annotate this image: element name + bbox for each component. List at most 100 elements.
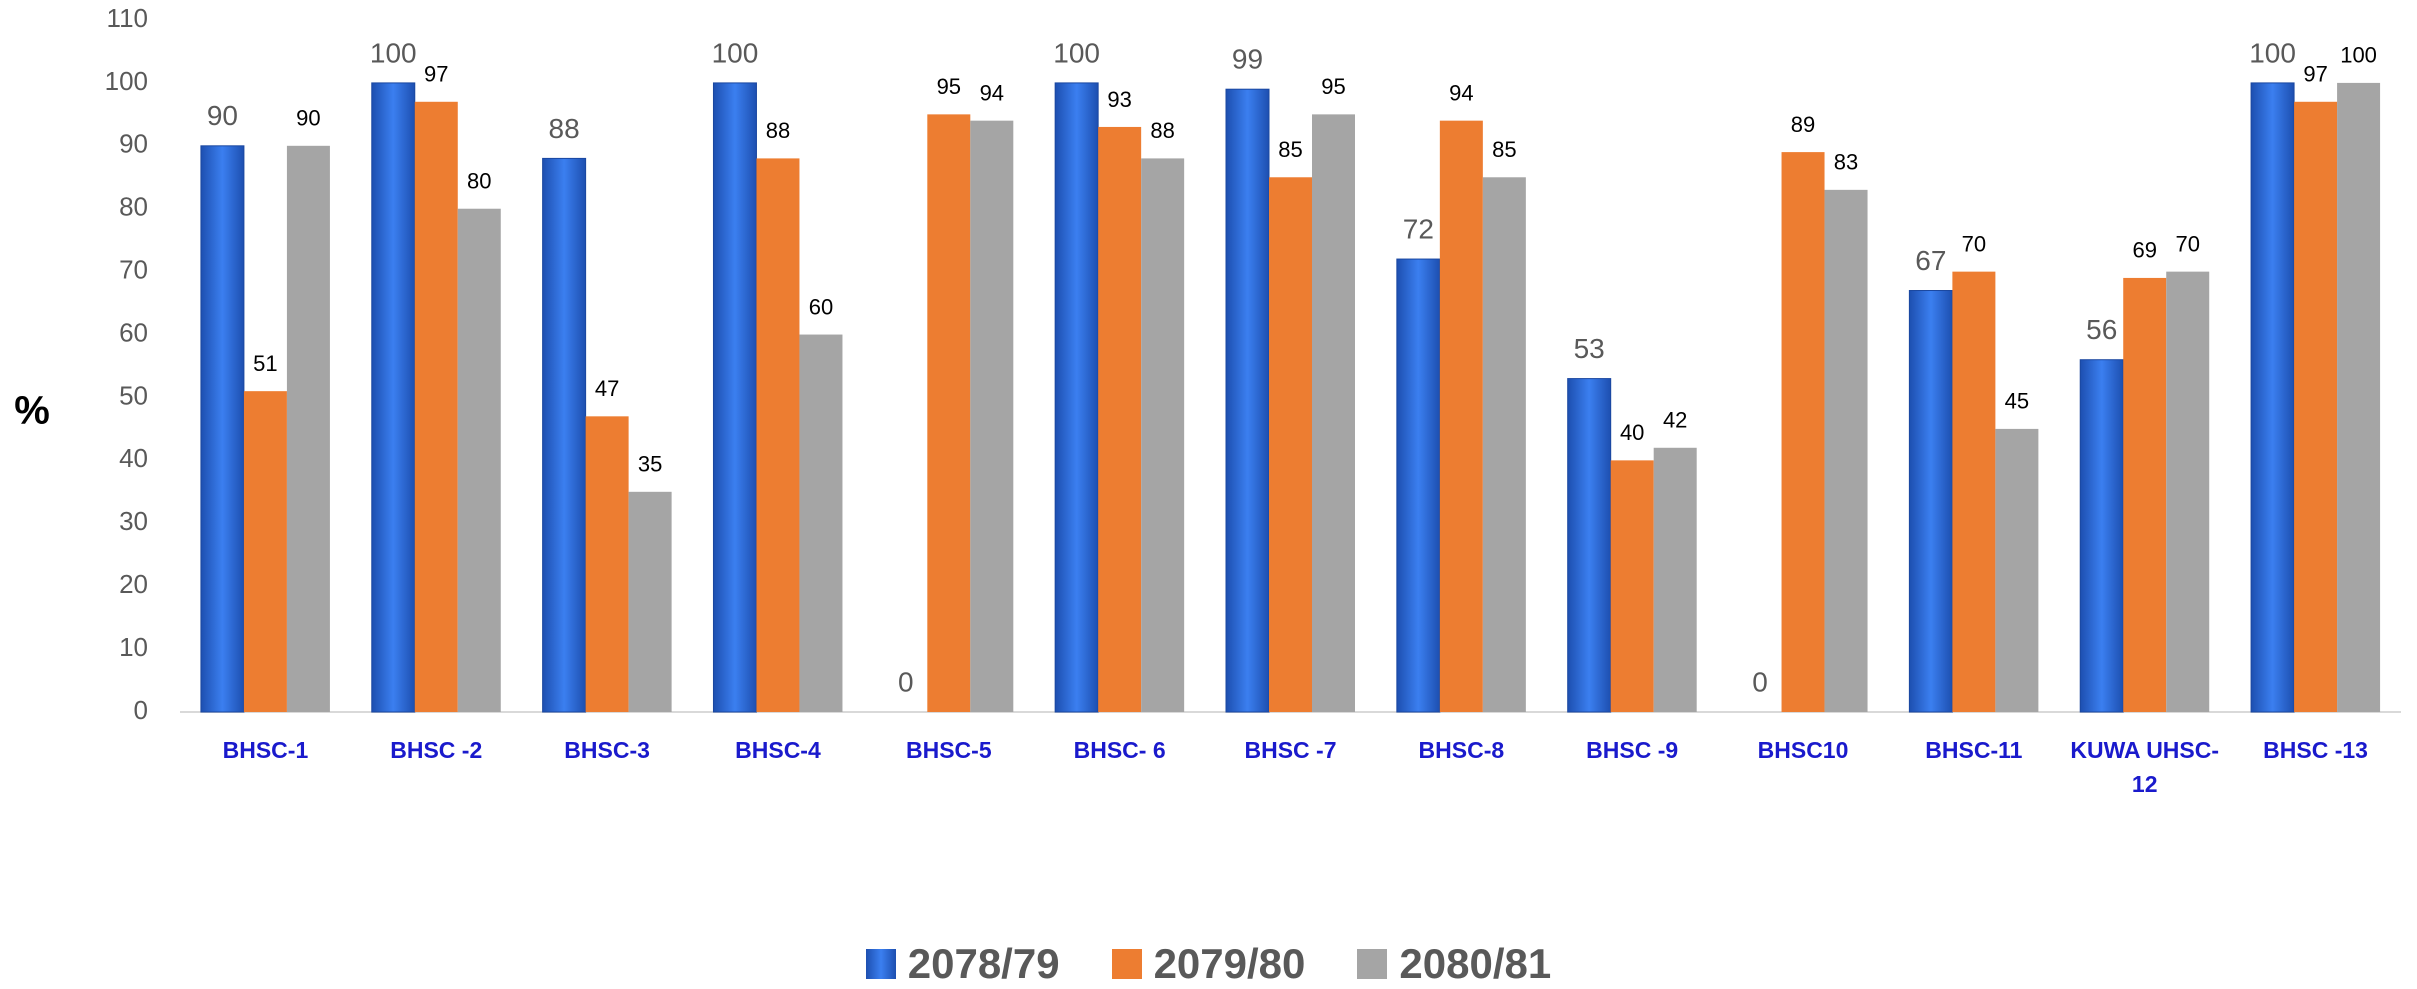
bar <box>1908 290 1953 713</box>
value-label: 72 <box>1403 213 1434 244</box>
value-label: 97 <box>424 62 448 87</box>
bar <box>799 334 843 712</box>
bar <box>1269 177 1312 713</box>
value-label: 88 <box>1150 118 1174 143</box>
value-label: 89 <box>1791 112 1815 137</box>
bar <box>1439 120 1483 713</box>
legend: 2078/79 2079/80 2080/81 <box>0 940 2417 988</box>
value-label: 56 <box>2086 314 2117 345</box>
x-tick-label: KUWA UHSC-12 <box>2070 737 2220 797</box>
bar <box>2079 359 2124 713</box>
x-tick-label: BHSC -13 <box>2263 737 2368 763</box>
legend-item: 2079/80 <box>1111 940 1306 988</box>
value-label: 67 <box>1915 245 1946 276</box>
value-label: 83 <box>1834 150 1858 175</box>
value-label: 0 <box>898 666 914 697</box>
bar <box>1653 447 1697 712</box>
value-label: 42 <box>1663 408 1687 433</box>
value-label: 90 <box>296 106 320 131</box>
bar <box>2294 101 2338 713</box>
legend-label: 2079/80 <box>1153 940 1306 987</box>
x-tick-label: BHSC-4 <box>735 737 821 763</box>
bar <box>2337 82 2381 713</box>
value-label: 0 <box>1752 666 1768 697</box>
bar <box>1098 126 1142 713</box>
y-tick-label: 50 <box>119 380 148 410</box>
legend-label: 2080/81 <box>1399 940 1552 987</box>
y-tick-label: 80 <box>119 192 148 222</box>
bar <box>756 158 800 712</box>
bar <box>542 157 587 713</box>
value-label: 35 <box>638 452 662 477</box>
value-label: 95 <box>937 74 961 99</box>
bar <box>1482 177 1526 713</box>
y-tick-label: 110 <box>107 3 148 33</box>
value-label: 99 <box>1232 44 1263 75</box>
value-label: 95 <box>1321 74 1345 99</box>
value-label: 88 <box>766 118 790 143</box>
bar <box>1054 82 1099 713</box>
legend-swatch <box>1357 949 1388 979</box>
y-tick-label: 0 <box>134 695 148 725</box>
bar <box>457 208 501 712</box>
y-tick-label: 10 <box>119 632 148 662</box>
value-label: 45 <box>2005 389 2029 414</box>
y-tick-label: 30 <box>119 506 148 536</box>
y-tick-label: 40 <box>119 443 148 473</box>
x-tick-label: BHSC-8 <box>1418 737 1505 763</box>
value-label: 69 <box>2132 238 2156 263</box>
legend-item: 2078/79 <box>865 940 1060 988</box>
value-label: 70 <box>1962 231 1986 256</box>
legend-item: 2080/81 <box>1357 940 1551 988</box>
bar <box>2123 277 2167 712</box>
bar <box>712 82 757 713</box>
legend-swatch <box>1111 949 1142 979</box>
bar <box>200 145 245 713</box>
value-label: 88 <box>549 113 580 144</box>
value-label: 40 <box>1620 420 1644 445</box>
bar <box>1995 428 2039 712</box>
bar <box>1781 152 1825 713</box>
x-tick-label: BHSC-11 <box>1925 737 2023 763</box>
bar <box>1312 114 1355 712</box>
bar <box>1396 258 1441 713</box>
value-label: 51 <box>253 351 277 376</box>
value-label: 53 <box>1574 333 1605 364</box>
y-tick-label: 90 <box>119 129 148 159</box>
value-label: 60 <box>809 294 833 319</box>
bar <box>243 391 287 712</box>
x-tick-label: BHSC-1 <box>222 737 309 763</box>
bar <box>1952 271 1996 712</box>
y-axis-label: % <box>14 389 50 433</box>
bar <box>414 101 458 713</box>
y-tick-label: 70 <box>119 255 148 285</box>
bar <box>1225 88 1270 713</box>
legend-swatch <box>865 949 896 979</box>
y-tick-label: 100 <box>105 66 148 96</box>
bar <box>286 145 330 712</box>
value-label: 85 <box>1278 137 1302 162</box>
value-label: 47 <box>595 376 619 401</box>
x-tick-label: BHSC -9 <box>1586 737 1679 763</box>
bar <box>371 82 416 713</box>
value-label: 100 <box>2340 43 2377 68</box>
value-label: 100 <box>2249 37 2296 68</box>
bar <box>1824 189 1868 712</box>
legend-label: 2078/79 <box>907 940 1060 987</box>
value-label: 97 <box>2303 62 2327 87</box>
value-label: 85 <box>1492 137 1516 162</box>
value-label: 100 <box>1053 37 1100 68</box>
bar <box>2250 82 2295 713</box>
x-tick-label: BHSC -2 <box>390 737 483 763</box>
bar <box>970 120 1014 713</box>
y-tick-label: 20 <box>119 569 148 599</box>
bar <box>585 416 629 712</box>
value-label: 80 <box>467 169 491 194</box>
value-label: 94 <box>1449 80 1473 105</box>
bar <box>927 114 971 712</box>
value-label: 94 <box>980 80 1004 105</box>
x-tick-label: BHSC-5 <box>905 737 992 763</box>
value-label: 90 <box>207 100 238 131</box>
